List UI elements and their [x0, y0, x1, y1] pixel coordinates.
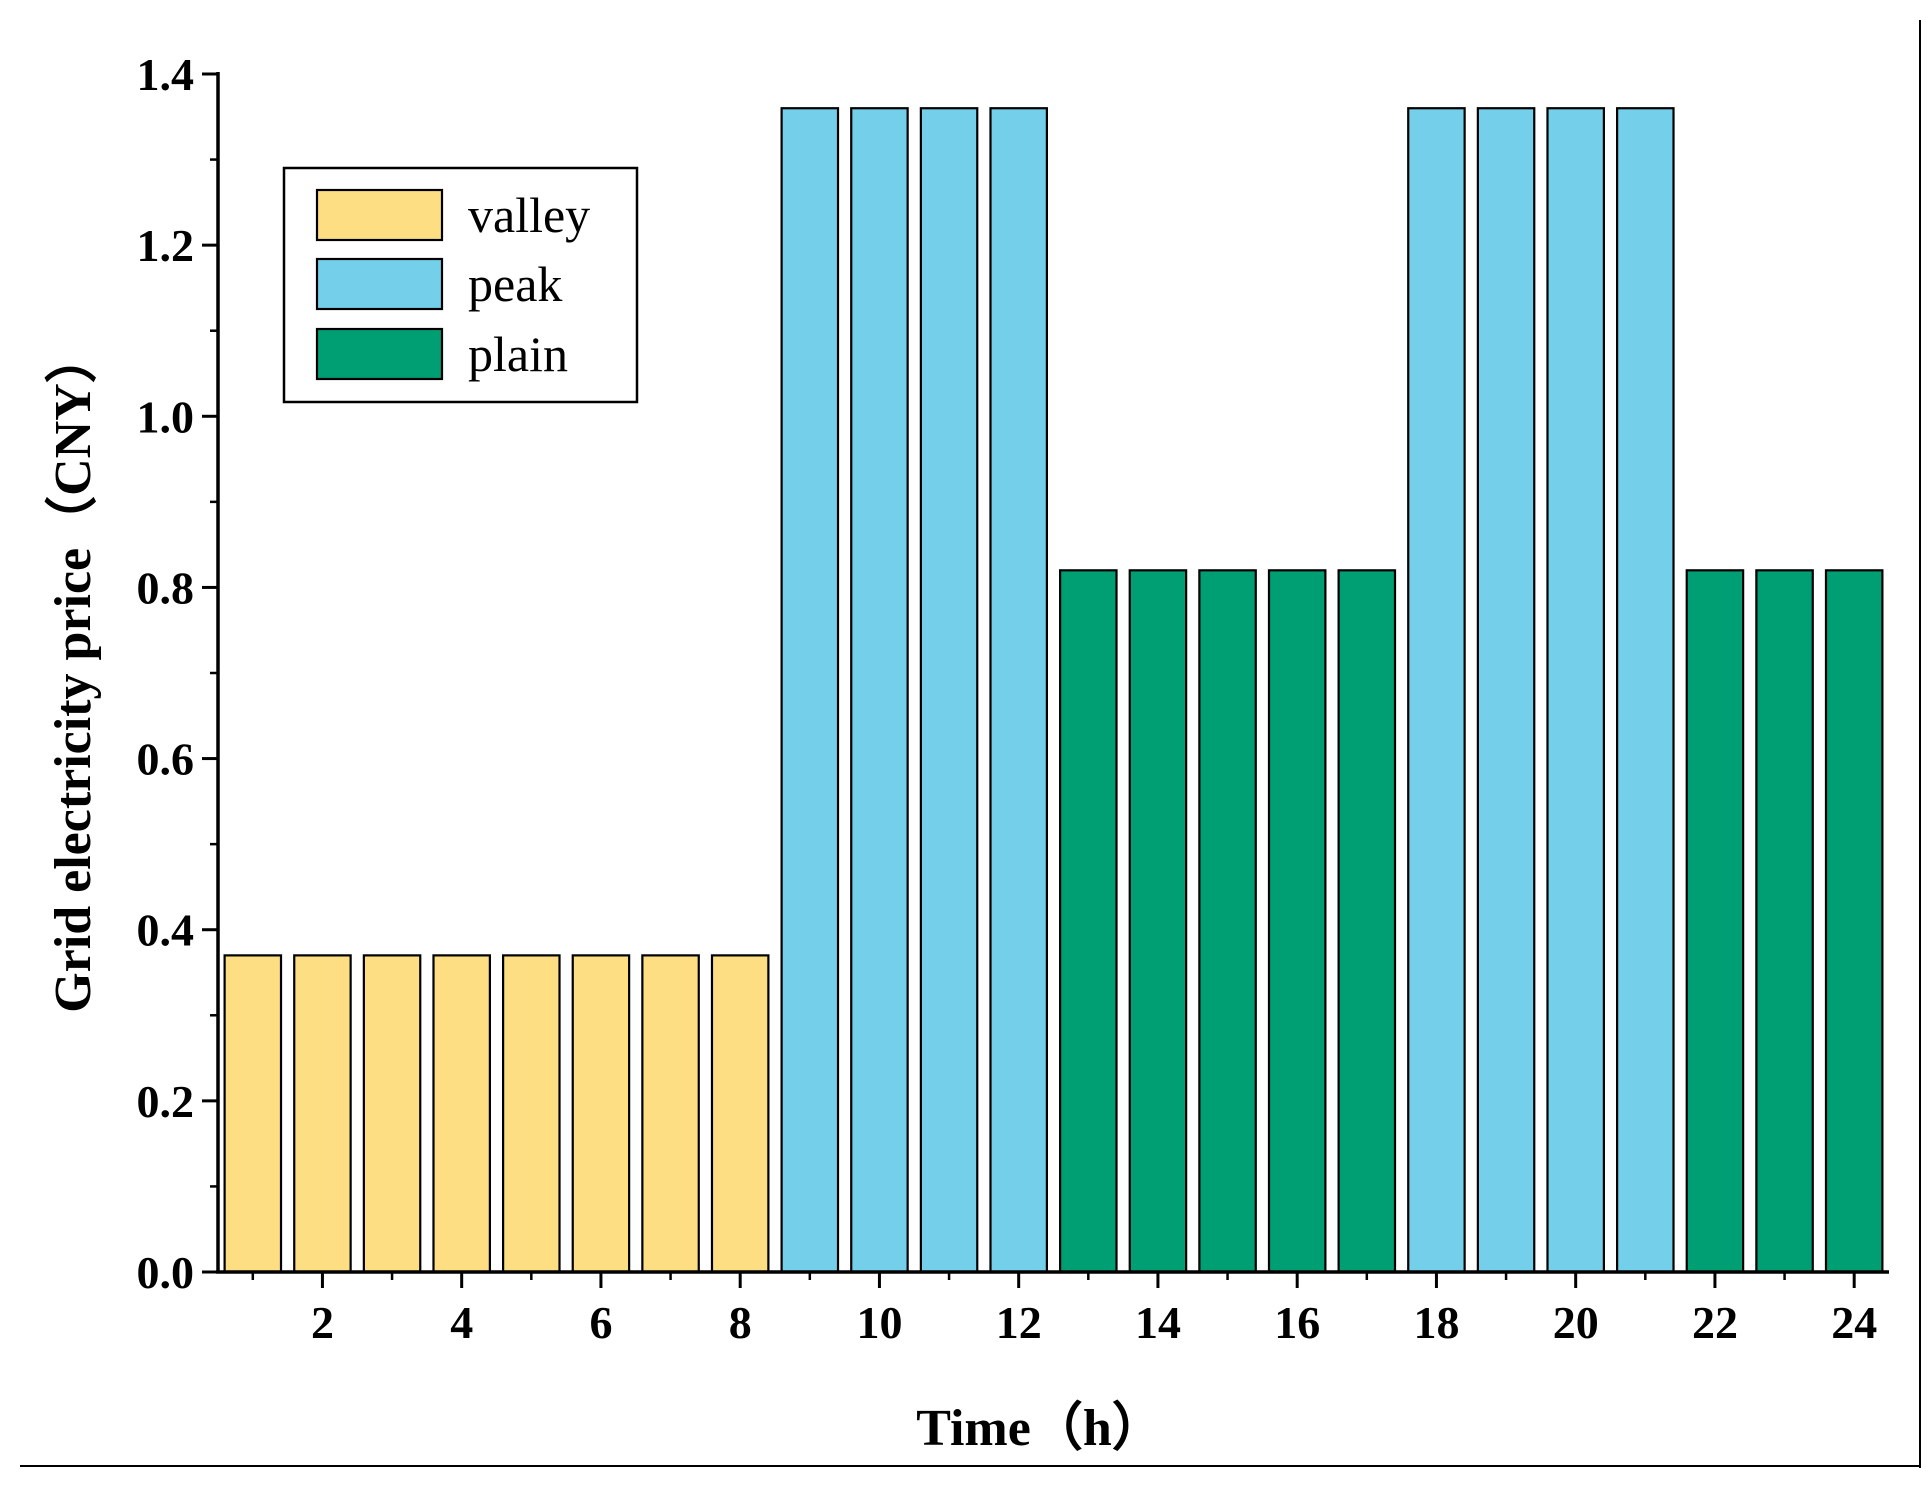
x-tick-label: 20: [1553, 1297, 1599, 1348]
x-axis-title: Time（h）: [916, 1399, 1164, 1457]
y-tick-label: 0.6: [137, 734, 195, 785]
x-tick-label: 6: [589, 1297, 612, 1348]
y-tick-label: 0.2: [137, 1076, 195, 1127]
bar-hour-9: [780, 107, 840, 1274]
bar-hour-17: [1337, 569, 1397, 1274]
y-axis-title: Grid electricity price（CNY）: [44, 331, 102, 1013]
bar-hour-20: [1546, 107, 1605, 1274]
bar-hour-11: [919, 107, 979, 1274]
x-tick-label: 16: [1274, 1297, 1320, 1348]
x-tick-label: 10: [856, 1297, 902, 1348]
x-tick-label: 2: [311, 1297, 334, 1348]
bar-hour-23: [1755, 569, 1814, 1274]
x-tick-label: 4: [450, 1297, 473, 1348]
y-tick-label: 0.8: [137, 562, 195, 613]
bar-hour-14: [1128, 569, 1188, 1274]
y-tick-label: 1.2: [137, 220, 195, 271]
bar-hour-5: [502, 954, 561, 1274]
bar-hour-3: [362, 954, 422, 1274]
bar-hour-18: [1407, 107, 1466, 1274]
bar-hour-24: [1824, 569, 1884, 1274]
bar-hour-1: [223, 954, 283, 1274]
legend-label-valley: valley: [468, 187, 590, 243]
bar-hour-8: [710, 954, 770, 1274]
x-tick-label: 12: [996, 1297, 1042, 1348]
legend-swatch-plain: [315, 327, 444, 381]
bar-hour-19: [1476, 107, 1536, 1274]
bar-hour-6: [571, 954, 631, 1274]
bar-hour-15: [1198, 569, 1257, 1274]
bar-hour-10: [850, 107, 909, 1274]
x-tick-label: 24: [1831, 1297, 1877, 1348]
x-tick-label: 14: [1135, 1297, 1181, 1348]
bars-group: [223, 107, 1884, 1274]
y-tick-label: 0.4: [137, 905, 195, 956]
legend: valley peak plain: [282, 166, 639, 404]
x-tick-label: 8: [729, 1297, 752, 1348]
bar-hour-7: [641, 954, 700, 1274]
bar-hour-4: [432, 954, 491, 1274]
bar-hour-12: [989, 107, 1048, 1274]
bar-hour-13: [1059, 569, 1118, 1274]
x-tick-group: 2 4 6 8 10 12 14 16 18 20 22 24: [251, 1272, 1877, 1348]
y-tick-label: 1.4: [137, 49, 195, 100]
y-tick-label: 1.0: [137, 391, 195, 442]
x-tick-label: 22: [1692, 1297, 1738, 1348]
bar-hour-21: [1616, 107, 1675, 1274]
legend-label-plain: plain: [468, 326, 568, 382]
legend-swatch-peak: [315, 257, 444, 311]
bar-hour-22: [1685, 569, 1745, 1274]
legend-swatch-valley: [315, 188, 444, 242]
x-tick-label: 18: [1413, 1297, 1459, 1348]
y-tick-label: 0.0: [137, 1247, 195, 1298]
legend-label-peak: peak: [468, 256, 562, 312]
bar-hour-16: [1267, 569, 1327, 1274]
bar-hour-2: [293, 954, 352, 1274]
y-tick-group: 0.0 0.2 0.4 0.6 0.8 1.0 1.2 1.4: [137, 49, 218, 1298]
